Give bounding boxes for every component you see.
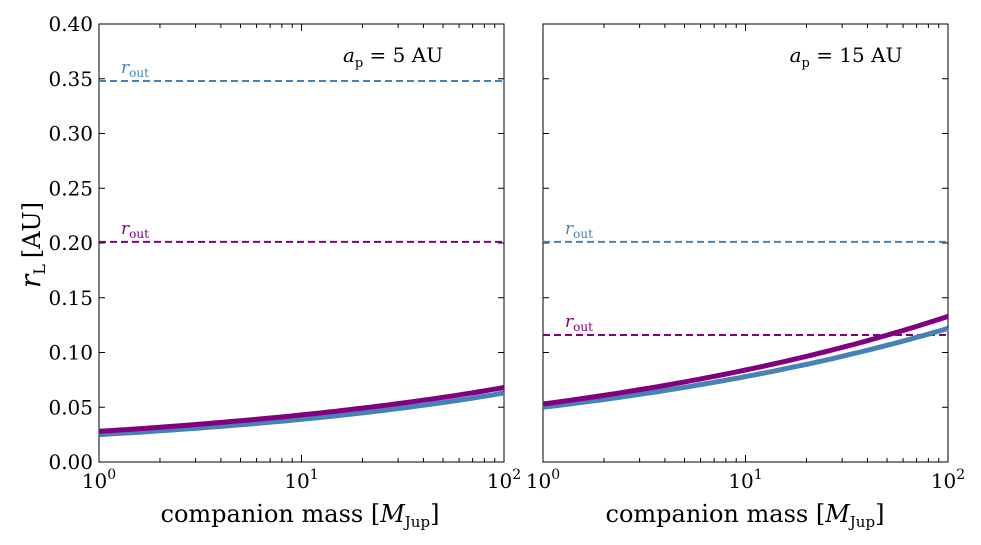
x-tick-label: 100 — [526, 467, 560, 493]
x-axis-title-left: companion mass [MJup] — [161, 500, 440, 531]
y-tick-label: 0.20 — [48, 231, 93, 255]
series-blue-line — [98, 390, 505, 438]
series-blue-line — [542, 326, 949, 410]
panel-1: 0.00 0.05 0.10 0.15 0.20 0.25 0.30 0.35 0.40 100 1… — [48, 12, 521, 493]
r-out-label: rout — [121, 219, 149, 241]
y-tick-label: 0.15 — [48, 286, 93, 310]
panel-annotation: ap = 5 AU — [343, 43, 443, 71]
r-out-label: rout — [121, 58, 149, 80]
y-tick-label: 0.40 — [48, 12, 93, 36]
panel-annotation: ap = 15 AU — [790, 43, 903, 71]
r-out-label: rout — [565, 219, 593, 241]
y-tick-label: 0.00 — [48, 450, 93, 474]
panel-2: 100 101 102 rout rout ap = 15 AU — [526, 23, 965, 493]
x-tick-label: 101 — [728, 467, 762, 493]
y-tick-label: 0.35 — [48, 67, 93, 91]
y-tick-label: 0.05 — [48, 395, 93, 419]
x-tick-label: 100 — [82, 467, 116, 493]
r-out-label: rout — [565, 312, 593, 334]
y-tick-label: 0.10 — [48, 341, 93, 365]
x-tick-label: 102 — [931, 467, 965, 493]
y-axis-title: rL[AU] — [14, 202, 49, 288]
y-tick-label: 0.25 — [48, 176, 93, 200]
x-axis-title-right: companion mass [MJup] — [606, 500, 885, 531]
series-purple-line — [98, 385, 505, 434]
x-tick-label: 101 — [284, 467, 318, 493]
y-tick-label: 0.30 — [48, 122, 93, 146]
series-purple-line — [542, 314, 949, 407]
x-tick-label: 102 — [487, 467, 521, 493]
